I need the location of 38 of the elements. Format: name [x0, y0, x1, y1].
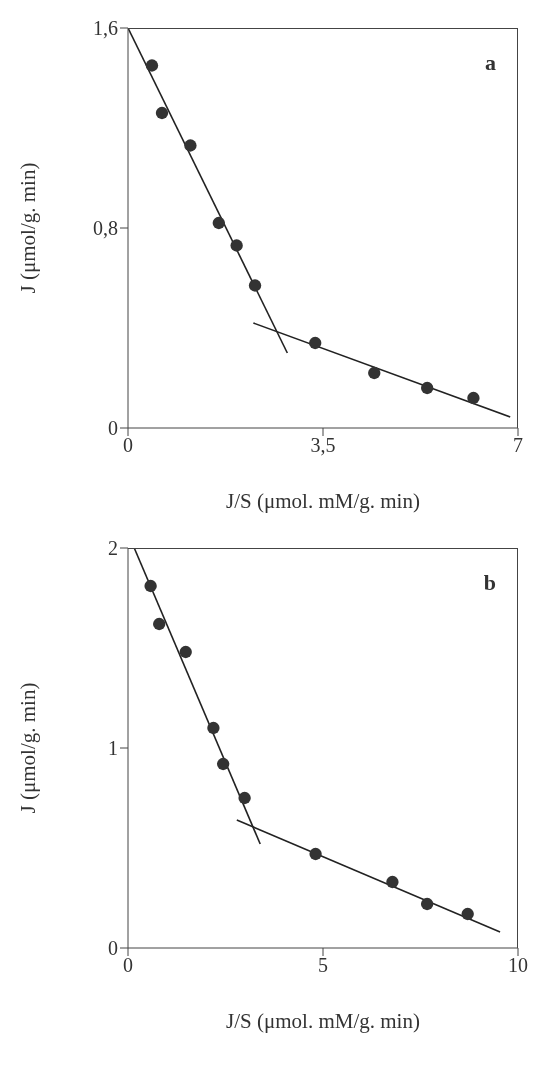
x-tick-label: 0 — [123, 954, 133, 977]
y-tick-label: 1,6 — [93, 17, 118, 40]
point — [420, 897, 434, 911]
point — [216, 757, 230, 771]
x-tick-label: 10 — [508, 954, 528, 977]
y-axis-title: J (μmol/g. min) — [16, 682, 41, 814]
y-tick-label: 2 — [108, 537, 118, 560]
y-tick-label: 1 — [108, 737, 118, 760]
point — [421, 381, 434, 395]
point — [461, 907, 474, 921]
x-tick-label: 3,5 — [310, 434, 336, 457]
y-axis-title: J (μmol/g. min) — [16, 162, 41, 294]
x-axis-title: J/S (μmol. mM/g. min) — [226, 489, 420, 513]
point — [144, 579, 157, 593]
point — [230, 239, 243, 252]
point — [309, 336, 322, 350]
point — [155, 106, 169, 120]
point — [238, 791, 251, 805]
point — [212, 216, 225, 230]
point — [153, 617, 166, 631]
annotation: b — [483, 570, 496, 596]
point — [179, 645, 192, 659]
point — [145, 59, 159, 72]
point — [309, 847, 322, 861]
x-axis-title: J/S (μmol. mM/g. min) — [226, 1009, 420, 1033]
y-tick-label: 0 — [108, 417, 118, 440]
point — [368, 366, 381, 380]
point — [248, 279, 262, 292]
y-tick-label: 0,8 — [93, 217, 118, 240]
point — [386, 875, 399, 889]
point — [184, 139, 197, 152]
point — [207, 721, 220, 735]
point — [467, 391, 480, 405]
x-tick-label: 7 — [513, 434, 523, 457]
x-tick-label: 0 — [123, 434, 133, 457]
annotation: a — [485, 50, 496, 76]
x-tick-label: 5 — [318, 954, 328, 977]
y-tick-label: 0 — [108, 937, 118, 960]
